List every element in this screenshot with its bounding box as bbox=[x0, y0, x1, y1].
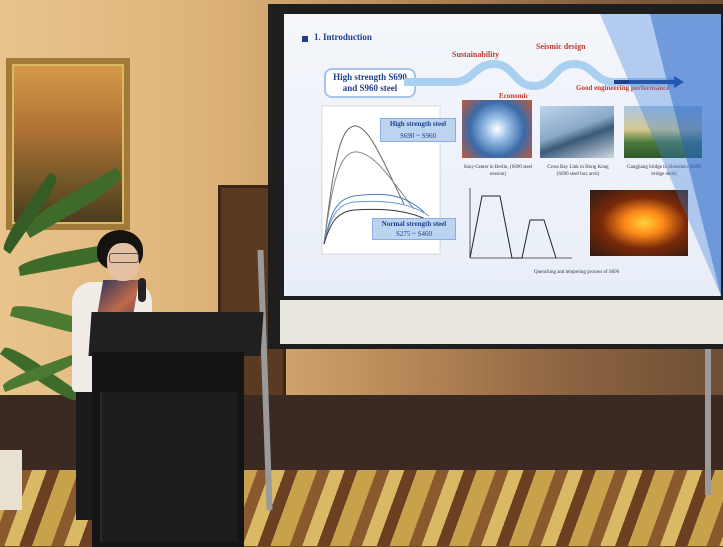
label-good-engineering: Good engineering performance bbox=[576, 84, 670, 92]
caption-process: Quenching and tempering process of S690 bbox=[534, 270, 620, 275]
label-sustainability: Sustainability bbox=[452, 50, 500, 59]
microphone-icon bbox=[138, 278, 146, 302]
slide-decoration-dark bbox=[650, 14, 721, 296]
high-strength-range: S690 ~ S960 bbox=[399, 132, 437, 140]
photo-sony-center bbox=[462, 100, 532, 158]
bullet-icon bbox=[302, 36, 308, 42]
label-seismic: Seismic design bbox=[536, 42, 586, 51]
screen-stand-right bbox=[705, 345, 711, 495]
caption-cross-bay-link: Cross Bay Link in Hong Kong (S690 steel … bbox=[547, 165, 609, 177]
podium-top bbox=[88, 312, 264, 356]
high-strength-label: High strength steel S690 ~ S960 bbox=[380, 118, 456, 142]
screen-blank-area bbox=[280, 300, 723, 344]
intro-box: High strength S690 and S960 steel bbox=[324, 68, 416, 98]
quench-temper-diagram bbox=[469, 188, 572, 259]
slide-section-title: 1. Introduction bbox=[314, 32, 372, 42]
photo-gangjiang-bridge bbox=[624, 106, 702, 158]
high-strength-title: High strength steel bbox=[389, 120, 447, 128]
path-arrow bbox=[404, 59, 684, 91]
normal-strength-label: Normal strength steel S275 ~ S460 bbox=[372, 218, 456, 240]
plant-pot bbox=[0, 450, 22, 510]
presentation-slide: 1. Introduction High strength S690 and S… bbox=[284, 14, 721, 296]
podium-front-panel bbox=[100, 392, 238, 542]
photo-cross-bay-link bbox=[540, 106, 614, 158]
label-economic: Economic bbox=[499, 92, 529, 100]
normal-strength-range: S275 ~ S460 bbox=[395, 230, 433, 238]
slide-decoration bbox=[600, 14, 721, 296]
normal-strength-title: Normal strength steel bbox=[381, 220, 447, 228]
glasses-icon bbox=[109, 253, 139, 263]
caption-sony-center: Sony Center in Berlin, (S690 steel tensi… bbox=[463, 165, 533, 177]
photo-quenching-furnace bbox=[590, 190, 688, 256]
caption-gangjiang-bridge: Gangjiang bridge in Shenzhen (S690 bridg… bbox=[627, 165, 701, 177]
